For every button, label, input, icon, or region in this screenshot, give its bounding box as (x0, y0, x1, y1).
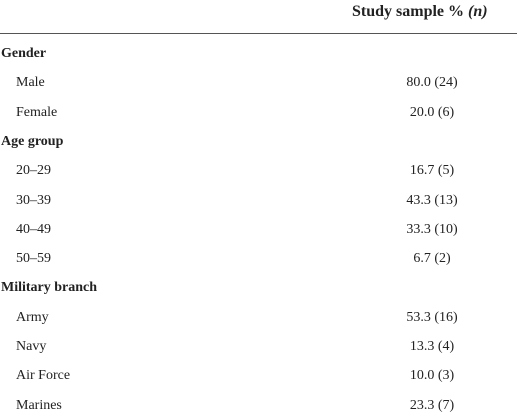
row-value: 16.7 (5) (409, 163, 455, 179)
row-value: 13.3 (4) (409, 339, 455, 354)
section-title: Gender (1, 46, 47, 61)
row-value: 6.7 (2) (413, 251, 451, 267)
row-value: 33.3 (10) (406, 221, 458, 237)
row-value: 20.0 (6) (409, 104, 455, 120)
header-rule (0, 33, 517, 34)
row-label: Female (16, 104, 58, 120)
row-label: 40–49 (16, 221, 51, 237)
row-label: 50–59 (16, 251, 51, 267)
row-label: 20–29 (16, 163, 51, 179)
row-value: 80.0 (24) (406, 75, 458, 91)
row-value: 53.3 (16) (406, 309, 458, 325)
header-label: Study sample % (352, 3, 465, 20)
row-label: Navy (16, 339, 47, 354)
row-label: Male (16, 75, 45, 91)
row-label: Air Force (16, 368, 71, 384)
section-title: Military branch (1, 280, 98, 296)
row-label: Army (16, 309, 49, 325)
row-value: 43.3 (13) (406, 192, 458, 208)
header-n: (n) (468, 3, 488, 20)
column-header: Study sample % (n) (352, 3, 488, 21)
section-title: Age group (1, 133, 64, 149)
row-value: 23.3 (7) (409, 397, 455, 412)
row-label: 30–39 (16, 192, 51, 208)
row-label: Marines (16, 397, 62, 412)
row-value: 10.0 (3) (409, 368, 455, 384)
